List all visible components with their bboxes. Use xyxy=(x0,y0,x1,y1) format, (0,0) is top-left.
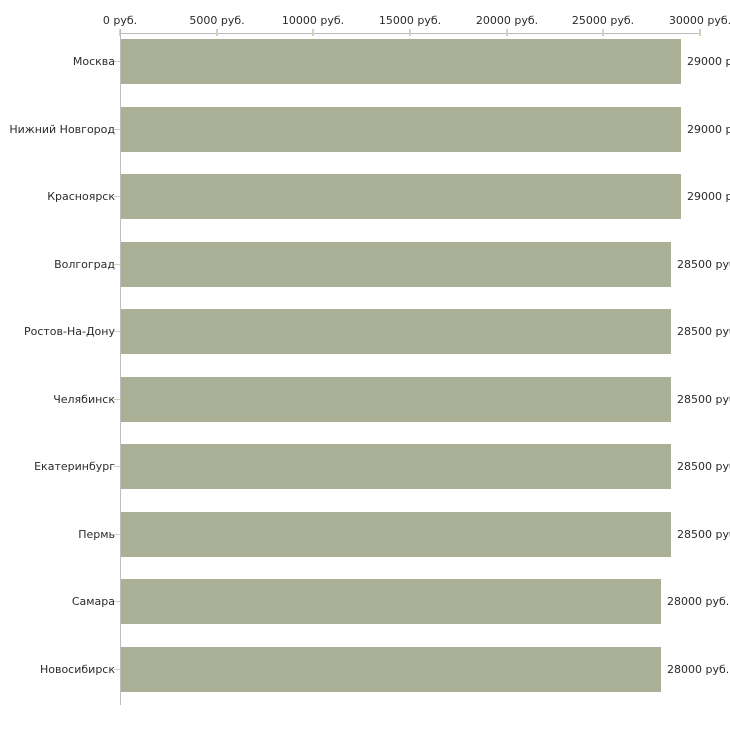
category-label: Самара xyxy=(71,595,115,608)
bar xyxy=(121,444,671,489)
x-axis-tick-label: 5000 руб. xyxy=(189,14,245,27)
value-label: 28000 руб. xyxy=(667,595,730,608)
y-axis-tick-mark xyxy=(114,196,120,197)
value-label: 28500 руб. xyxy=(677,325,730,338)
bar xyxy=(121,242,671,287)
bar xyxy=(121,579,661,624)
bar xyxy=(121,512,671,557)
x-axis-tick-label: 30000 руб. xyxy=(668,14,730,27)
x-axis-tick-mark xyxy=(602,29,604,36)
y-axis-tick-mark xyxy=(114,466,120,467)
y-axis-tick-mark xyxy=(114,601,120,602)
y-axis-tick-mark xyxy=(114,331,120,332)
value-label: 29000 руб. xyxy=(687,55,730,68)
x-axis-tick-label: 20000 руб. xyxy=(475,14,539,27)
y-axis-tick-mark xyxy=(114,669,120,670)
value-label: 28500 руб. xyxy=(677,460,730,473)
y-axis-line xyxy=(120,29,121,705)
value-label: 28500 руб. xyxy=(677,258,730,271)
x-axis-tick-mark xyxy=(216,29,218,36)
x-axis-tick-mark xyxy=(312,29,314,36)
category-label: Новосибирск xyxy=(39,663,115,676)
y-axis-tick-mark xyxy=(114,534,120,535)
x-axis-tick-label: 10000 руб. xyxy=(281,14,345,27)
category-label: Волгоград xyxy=(54,258,115,271)
y-axis-tick-mark xyxy=(114,399,120,400)
y-axis-tick-mark xyxy=(114,264,120,265)
value-label: 29000 руб. xyxy=(687,123,730,136)
bar xyxy=(121,107,681,152)
bar xyxy=(121,309,671,354)
category-label: Челябинск xyxy=(53,393,115,406)
bar xyxy=(121,174,681,219)
value-label: 28500 руб. xyxy=(677,393,730,406)
category-label: Москва xyxy=(72,55,115,68)
bar xyxy=(121,39,681,84)
y-axis-tick-mark xyxy=(114,61,120,62)
category-label: Пермь xyxy=(78,528,115,541)
category-label: Красноярск xyxy=(47,190,115,203)
x-axis-tick-label: 25000 руб. xyxy=(571,14,635,27)
value-label: 28500 руб. xyxy=(677,528,730,541)
x-axis-tick-label: 15000 руб. xyxy=(378,14,442,27)
x-axis-tick-mark xyxy=(506,29,508,36)
category-label: Екатеринбург xyxy=(34,460,115,473)
y-axis-tick-mark xyxy=(114,129,120,130)
bar xyxy=(121,377,671,422)
category-label: Нижний Новгород xyxy=(9,123,115,136)
x-axis-tick-mark xyxy=(699,29,701,36)
x-axis-tick-label: 0 руб. xyxy=(102,14,138,27)
category-label: Ростов-На-Дону xyxy=(23,325,115,338)
bar xyxy=(121,647,661,692)
value-label: 28000 руб. xyxy=(667,663,730,676)
x-axis-tick-mark xyxy=(409,29,411,36)
value-label: 29000 руб. xyxy=(687,190,730,203)
